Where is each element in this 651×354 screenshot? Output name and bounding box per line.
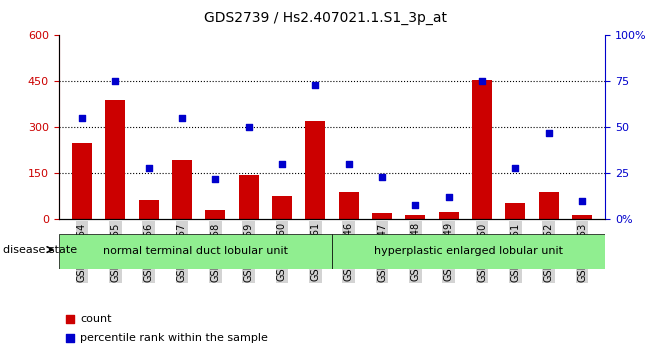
Point <box>544 130 554 136</box>
Point <box>310 82 320 88</box>
Point <box>210 176 221 182</box>
Text: disease state: disease state <box>3 245 77 255</box>
Point <box>443 195 454 200</box>
Text: normal terminal duct lobular unit: normal terminal duct lobular unit <box>103 246 288 256</box>
Bar <box>172 160 192 219</box>
Bar <box>305 121 326 219</box>
FancyBboxPatch shape <box>332 234 605 269</box>
Point <box>64 336 75 341</box>
Point <box>277 161 287 167</box>
Point <box>377 174 387 180</box>
Bar <box>505 202 525 219</box>
Point <box>143 165 154 171</box>
Point <box>243 125 254 130</box>
Bar <box>472 80 492 219</box>
Point <box>344 161 354 167</box>
Point <box>77 115 87 121</box>
Bar <box>339 192 359 219</box>
Text: count: count <box>81 314 112 324</box>
Bar <box>239 175 258 219</box>
Bar <box>205 210 225 219</box>
Point <box>64 316 75 322</box>
Point <box>510 165 521 171</box>
Text: percentile rank within the sample: percentile rank within the sample <box>81 333 268 343</box>
Bar <box>372 213 392 219</box>
Point <box>477 79 487 84</box>
Point <box>410 202 421 207</box>
Bar <box>139 200 159 219</box>
FancyBboxPatch shape <box>59 234 332 269</box>
Bar <box>72 143 92 219</box>
Bar <box>572 215 592 219</box>
Point <box>177 115 187 121</box>
Point <box>577 198 587 204</box>
Text: hyperplastic enlarged lobular unit: hyperplastic enlarged lobular unit <box>374 246 563 256</box>
Bar <box>439 212 459 219</box>
Point <box>110 79 120 84</box>
Text: GDS2739 / Hs2.407021.1.S1_3p_at: GDS2739 / Hs2.407021.1.S1_3p_at <box>204 11 447 25</box>
Bar <box>406 215 425 219</box>
Bar <box>105 100 125 219</box>
Bar <box>539 192 559 219</box>
Bar <box>272 196 292 219</box>
